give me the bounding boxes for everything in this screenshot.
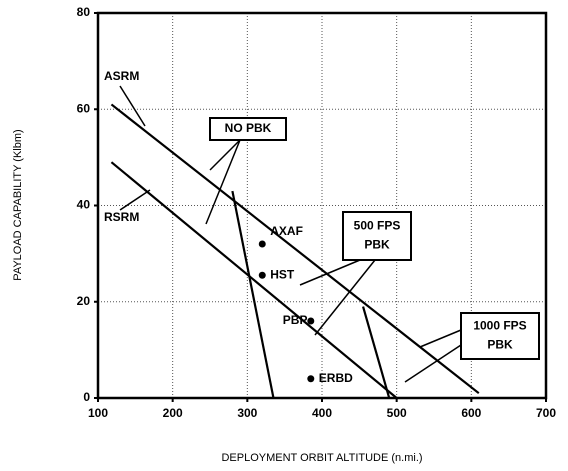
- data-point: [258, 240, 266, 248]
- plot-frame: [96, 11, 548, 400]
- point-label: AXAF: [270, 224, 303, 238]
- point-label: ERBD: [319, 371, 353, 385]
- arrow: [299, 259, 361, 286]
- annotation-box: [460, 312, 540, 360]
- y-tick-label: 20: [77, 294, 91, 308]
- arrow: [119, 189, 151, 211]
- data-point: [307, 375, 315, 383]
- x-tick-label: 600: [461, 406, 481, 420]
- data-point: [258, 271, 266, 279]
- series-line: [110, 103, 480, 395]
- annotation-text: 500 FPS: [354, 219, 401, 233]
- x-tick-label: 300: [237, 406, 257, 420]
- y-tick-label: 80: [77, 5, 91, 19]
- x-axis-label: DEPLOYMENT ORBIT ALTITUDE (n.mi.): [221, 452, 422, 464]
- x-tick-label: 100: [88, 406, 108, 420]
- y-axis-label: PAYLOAD CAPABILITY (Klbm): [12, 129, 24, 280]
- x-tick-label: 500: [387, 406, 407, 420]
- annotation-box: [209, 117, 287, 141]
- x-tick-label: 400: [312, 406, 332, 420]
- annotation-text: 1000 FPS: [473, 319, 526, 333]
- annotation-text: NO PBK: [225, 121, 272, 135]
- x-tick-label: 200: [163, 406, 183, 420]
- series-line: [362, 306, 391, 399]
- data-point: [307, 317, 315, 325]
- series-label: ASRM: [104, 69, 139, 83]
- y-tick-label: 60: [77, 101, 91, 115]
- annotation-text: PBK: [364, 238, 390, 252]
- annotation-box: [342, 211, 412, 261]
- arrow: [314, 259, 376, 336]
- point-label: PBP: [283, 313, 308, 327]
- arrow: [119, 85, 146, 127]
- series-line: [231, 190, 275, 399]
- y-tick-label: 0: [83, 390, 90, 404]
- series-line: [110, 161, 398, 399]
- arrow: [205, 139, 241, 225]
- arrow: [419, 329, 462, 348]
- annotation-text: PBK: [487, 338, 513, 352]
- point-label: HST: [270, 267, 295, 281]
- arrow: [209, 139, 241, 171]
- arrow: [404, 344, 462, 383]
- y-tick-label: 40: [77, 198, 91, 212]
- series-label: RSRM: [104, 210, 139, 224]
- x-tick-label: 700: [536, 406, 556, 420]
